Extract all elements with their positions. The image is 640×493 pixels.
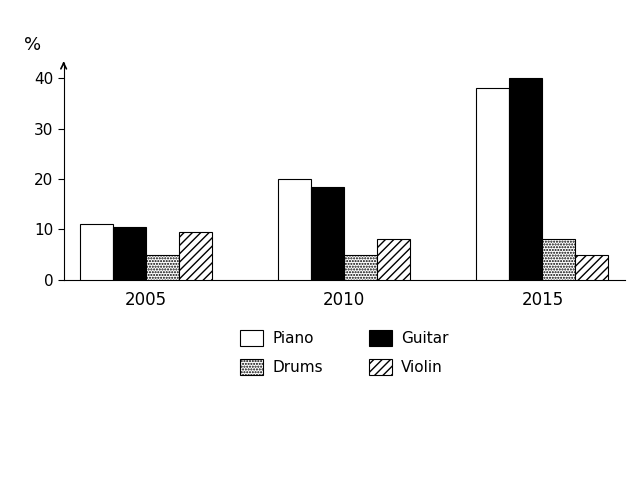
Bar	[80, 224, 113, 280]
Bar	[278, 179, 311, 280]
Bar	[146, 254, 179, 280]
Bar	[113, 227, 146, 280]
Text: %: %	[24, 36, 42, 54]
Bar	[509, 78, 543, 280]
Bar	[344, 254, 378, 280]
Legend: Piano, Drums, Guitar, Violin: Piano, Drums, Guitar, Violin	[232, 322, 456, 383]
Bar	[476, 88, 509, 280]
Bar	[378, 240, 410, 280]
Bar	[575, 254, 609, 280]
Bar	[543, 240, 575, 280]
Bar	[311, 186, 344, 280]
Bar	[179, 232, 212, 280]
